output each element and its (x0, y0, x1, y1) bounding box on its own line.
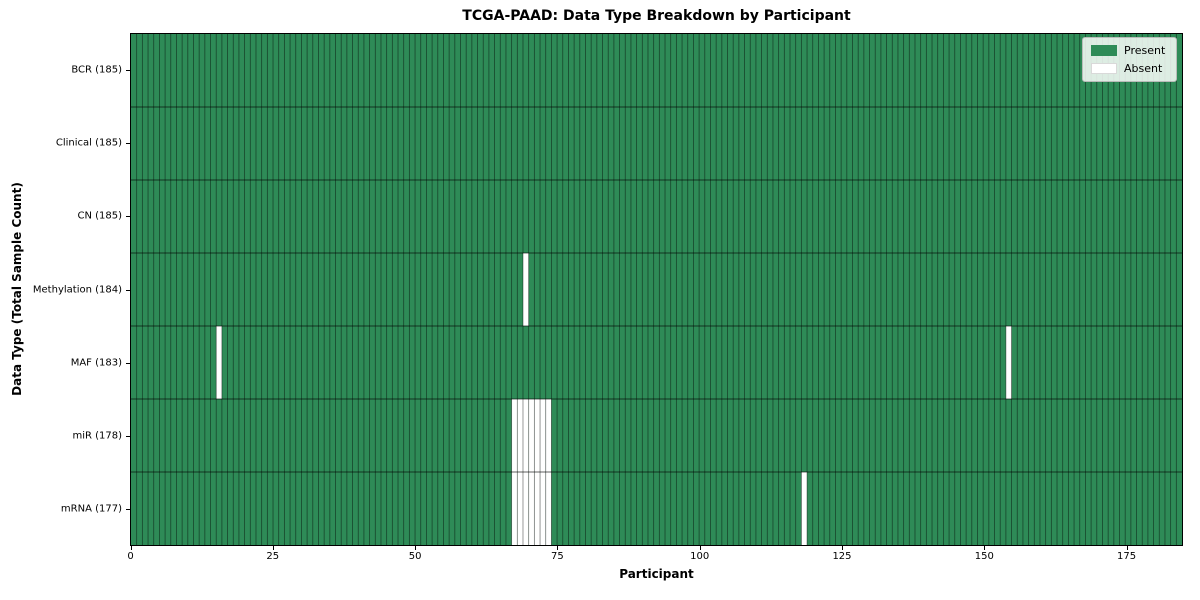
absent-cell-miR-67 (511, 399, 518, 472)
x-tick-label-25: 25 (266, 551, 280, 562)
y-axis-title: Data Type (Total Sample Count) (10, 182, 24, 396)
y-tick-label-MAF: MAF (183) (70, 357, 122, 369)
absent-cell-miR-70 (528, 399, 535, 472)
legend-label-absent: Absent (1124, 62, 1163, 75)
absent-swatch-icon (1091, 63, 1117, 74)
absent-cell-mRNA-69 (522, 472, 529, 545)
chart-title: TCGA-PAAD: Data Type Breakdown by Partic… (462, 8, 851, 24)
absent-cell-mRNA-70 (528, 472, 535, 545)
absent-cell-miR-73 (545, 399, 552, 472)
x-tick-mark (557, 546, 559, 550)
x-axis-title: Participant (619, 567, 694, 581)
x-tick-mark (272, 546, 274, 550)
x-tick-label-175: 175 (1117, 551, 1137, 562)
x-tick-mark (841, 546, 843, 550)
x-tick-mark (1126, 546, 1128, 550)
absent-cell-miR-71 (534, 399, 541, 472)
x-tick-mark (415, 546, 417, 550)
present-swatch-icon (1091, 45, 1117, 56)
legend-label-present: Present (1124, 44, 1166, 57)
y-tick-label-mRNA: mRNA (177) (60, 503, 122, 515)
absent-cell-miR-72 (540, 399, 546, 472)
absent-cell-mRNA-73 (545, 472, 552, 545)
y-tick-label-Methylation: Methylation (184) (32, 284, 122, 295)
legend-item-present: Present (1091, 44, 1168, 57)
y-tick-label-BCR: BCR (185) (71, 64, 122, 76)
heatmap-plot (130, 33, 1183, 546)
absent-cell-miR-68 (517, 399, 523, 472)
x-tick-label-125: 125 (832, 551, 852, 562)
y-tick-mark (126, 436, 130, 438)
x-tick-label-75: 75 (551, 551, 564, 562)
legend: Present Absent (1082, 37, 1177, 82)
y-tick-mark (126, 69, 130, 71)
heatmap-svg (131, 34, 1182, 545)
x-tick-label-150: 150 (974, 551, 994, 562)
absent-cell-mRNA-68 (517, 472, 523, 545)
y-tick-label-CN: CN (185) (77, 210, 122, 222)
x-tick-label-100: 100 (690, 551, 710, 562)
y-tick-label-miR: miR (178) (72, 430, 122, 442)
y-tick-label-Clinical: Clinical (185) (55, 137, 122, 149)
x-tick-label-0: 0 (127, 551, 134, 562)
y-tick-mark (126, 289, 130, 291)
absent-cell-mRNA-118 (801, 472, 808, 545)
absent-cell-MAF-154 (1005, 326, 1012, 399)
absent-cell-Methylation-69 (522, 253, 529, 326)
absent-cell-miR-69 (522, 399, 529, 472)
x-tick-mark (699, 546, 701, 550)
absent-cell-MAF-15 (216, 326, 222, 399)
y-tick-mark (126, 509, 130, 511)
legend-item-absent: Absent (1091, 62, 1168, 75)
y-tick-mark (126, 216, 130, 218)
x-tick-mark (984, 546, 986, 550)
y-tick-mark (126, 362, 130, 364)
present-cells-background (131, 34, 1182, 545)
absent-cell-mRNA-71 (534, 472, 541, 545)
absent-cell-mRNA-67 (511, 472, 518, 545)
absent-cell-mRNA-72 (540, 472, 546, 545)
x-tick-mark (130, 546, 132, 550)
x-tick-label-50: 50 (408, 551, 422, 562)
y-tick-mark (126, 142, 130, 144)
